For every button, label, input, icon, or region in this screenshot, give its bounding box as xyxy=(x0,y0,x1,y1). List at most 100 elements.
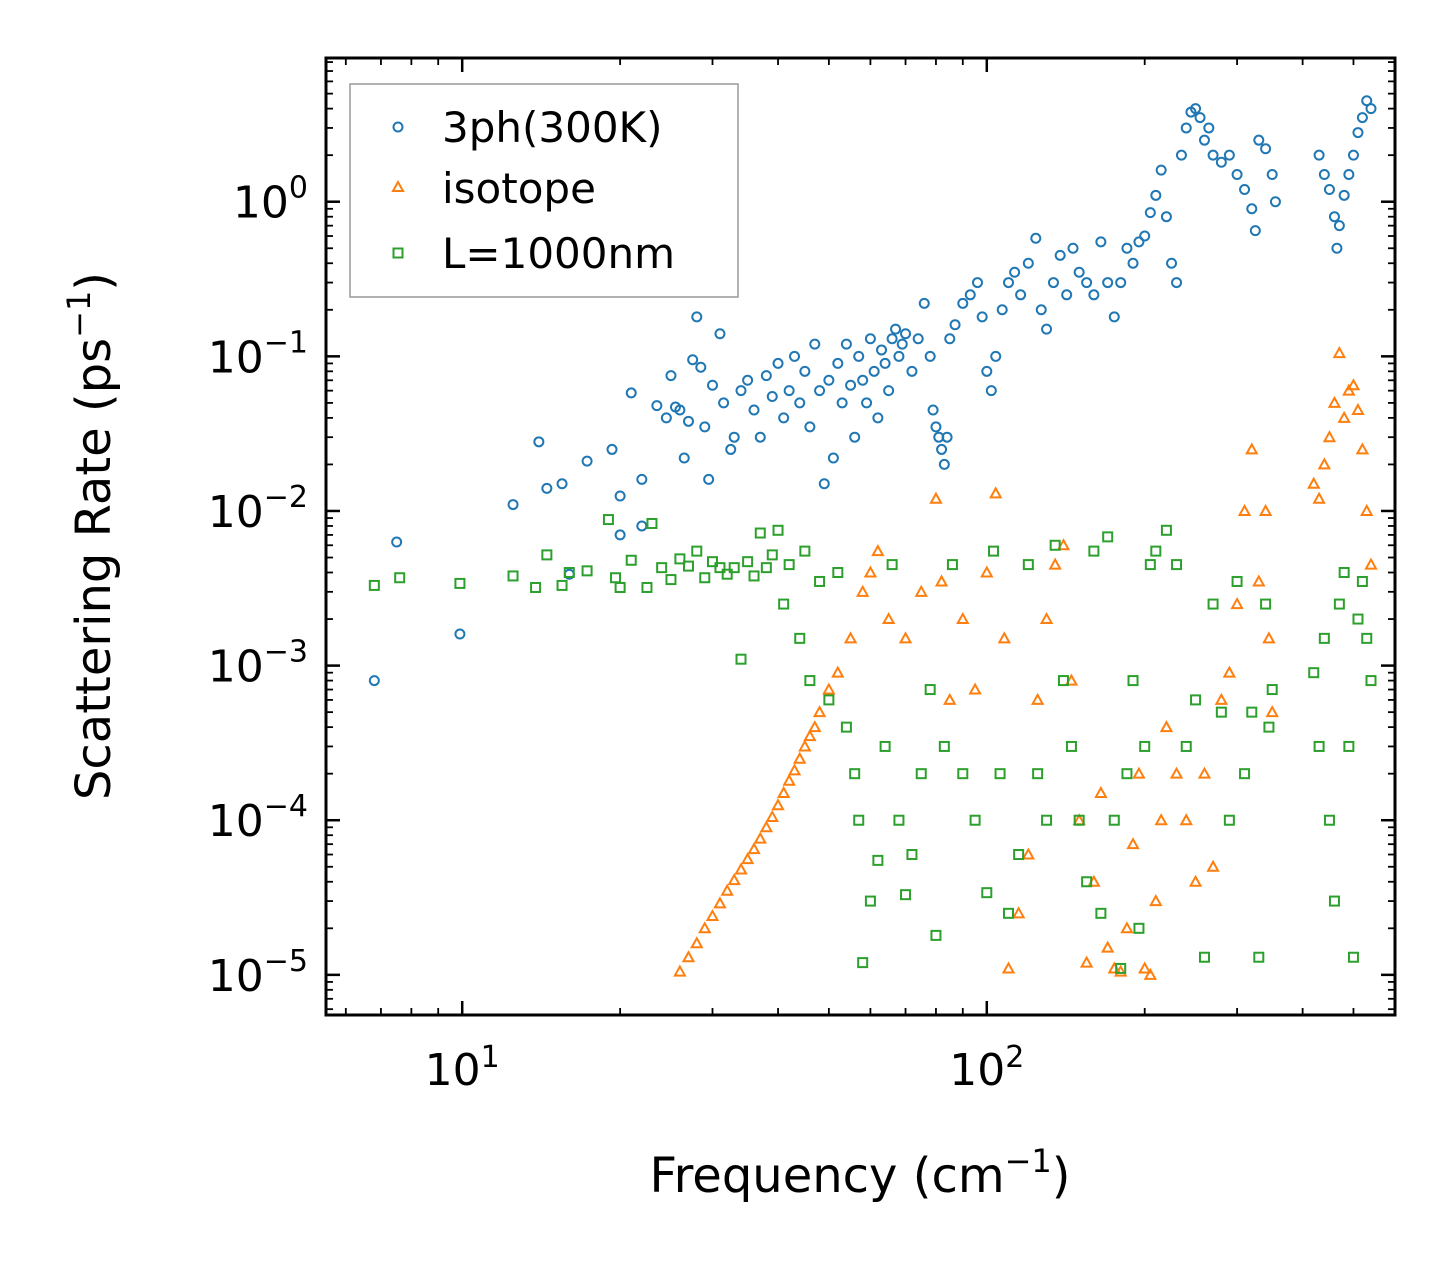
data-point xyxy=(1149,894,1163,907)
data-point xyxy=(1352,613,1364,625)
data-point xyxy=(740,852,755,865)
data-point xyxy=(713,896,727,909)
data-point xyxy=(1138,961,1152,974)
data-point xyxy=(1245,442,1259,455)
data-point xyxy=(1013,849,1025,861)
x-tick-label: 101 xyxy=(425,1040,500,1096)
data-point xyxy=(691,311,703,323)
data-point xyxy=(625,387,637,399)
data-point xyxy=(934,574,949,587)
y-tick-label-exponent: −3 xyxy=(264,635,308,670)
data-point xyxy=(1265,705,1279,718)
data-point xyxy=(1346,378,1361,391)
data-point xyxy=(793,751,807,764)
data-point xyxy=(556,478,568,490)
data-point xyxy=(682,560,694,572)
data-point xyxy=(678,452,690,464)
data-point xyxy=(789,350,801,362)
data-point xyxy=(699,572,711,584)
data-point xyxy=(776,785,791,798)
data-point xyxy=(1347,149,1359,161)
data-point xyxy=(1231,168,1243,180)
series-2-points xyxy=(368,514,1377,974)
data-point xyxy=(766,549,778,561)
data-point xyxy=(1015,289,1027,301)
data-point xyxy=(1088,545,1100,557)
data-point xyxy=(778,412,790,424)
data-point xyxy=(1102,277,1114,289)
data-point xyxy=(1215,156,1227,168)
data-point xyxy=(1317,457,1332,470)
data-point xyxy=(1150,189,1162,201)
data-point xyxy=(879,740,891,752)
data-point xyxy=(863,565,878,578)
data-point xyxy=(698,921,712,934)
x-axis-label-exponent: −1 xyxy=(1005,1142,1052,1180)
data-point xyxy=(1126,837,1140,850)
data-point xyxy=(1237,503,1252,516)
data-point xyxy=(985,385,997,397)
data-point xyxy=(714,562,726,574)
data-point xyxy=(831,665,845,678)
legend-marker-3ph xyxy=(392,121,404,133)
data-point xyxy=(1223,149,1235,161)
data-point xyxy=(900,328,912,340)
data-point xyxy=(929,491,943,504)
data-point xyxy=(1327,395,1342,408)
y-tick-label: 10−1 xyxy=(208,325,308,383)
data-point xyxy=(957,768,969,780)
data-point xyxy=(735,653,747,665)
data-point xyxy=(665,370,677,382)
data-point xyxy=(1318,632,1330,644)
data-point xyxy=(872,412,884,424)
data-point xyxy=(721,568,733,580)
data-point xyxy=(1143,967,1158,980)
data-point xyxy=(994,768,1006,780)
data-point xyxy=(843,631,858,644)
data-point xyxy=(799,545,811,557)
data-point xyxy=(1108,814,1120,826)
data-point xyxy=(1171,559,1183,571)
data-point xyxy=(1323,814,1335,826)
data-point xyxy=(930,421,942,433)
data-point xyxy=(1263,721,1275,733)
data-point xyxy=(832,357,844,369)
data-point xyxy=(1160,524,1172,536)
data-point xyxy=(533,436,545,448)
y-tick-label-exponent: −4 xyxy=(264,789,308,824)
legend-marker-l1000nm xyxy=(392,247,404,259)
data-point xyxy=(890,323,902,335)
data-point xyxy=(602,514,614,526)
data-point xyxy=(682,415,694,427)
data-point xyxy=(665,574,677,586)
data-point xyxy=(742,374,754,386)
data-point xyxy=(1313,149,1325,161)
data-point xyxy=(946,559,958,571)
legend-box xyxy=(349,83,739,298)
data-point xyxy=(857,374,869,386)
data-point xyxy=(1253,951,1265,963)
data-point xyxy=(1041,323,1053,335)
data-point xyxy=(1188,874,1203,887)
data-point xyxy=(1347,951,1359,963)
data-point xyxy=(681,950,696,963)
data-point xyxy=(849,768,861,780)
data-point xyxy=(893,350,905,362)
data-point xyxy=(1333,220,1345,232)
data-point xyxy=(778,598,790,610)
data-point xyxy=(845,379,857,391)
data-point xyxy=(906,365,918,377)
data-point xyxy=(1049,539,1061,551)
data-point xyxy=(687,354,699,366)
data-point xyxy=(1061,289,1073,301)
data-point xyxy=(990,350,1002,362)
data-point xyxy=(918,297,930,309)
data-point xyxy=(853,350,865,362)
x-tick-label: 102 xyxy=(949,1040,1024,1096)
data-point xyxy=(988,545,1000,557)
data-point xyxy=(938,740,950,752)
data-point xyxy=(1120,921,1134,934)
data-point xyxy=(809,338,821,350)
data-point xyxy=(1249,225,1261,237)
